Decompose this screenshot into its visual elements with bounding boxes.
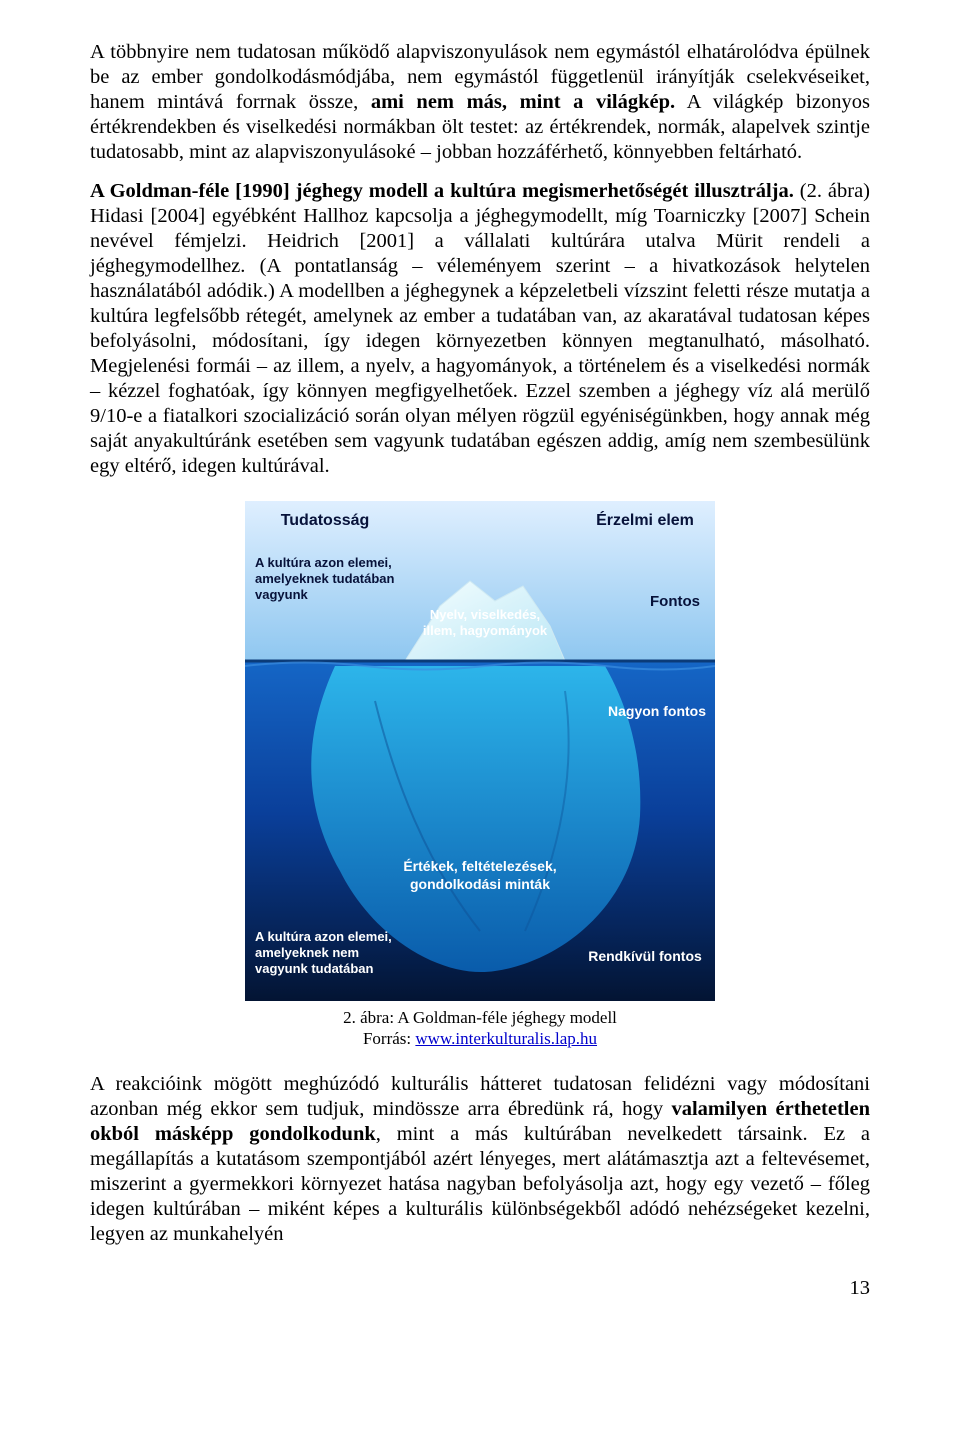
paragraph-3: A reakcióink mögött meghúzódó kulturális… <box>90 1072 870 1247</box>
caption-source-prefix: Forrás: <box>363 1029 415 1048</box>
figure-caption: 2. ábra: A Goldman-féle jéghegy modell F… <box>90 1007 870 1050</box>
svg-text:amelyeknek nem: amelyeknek nem <box>255 945 359 960</box>
label-tip: Nyelv, viselkedés, illem, hagyományok <box>423 607 548 638</box>
paragraph-2-text-b: (2. ábra) Hidasi [2004] egyébként Hallho… <box>90 180 870 477</box>
label-erzelmi-elem: Érzelmi elem <box>596 510 694 529</box>
page-number: 13 <box>90 1277 870 1300</box>
paragraph-1-text-b: ami nem más, mint a világkép. <box>371 91 675 113</box>
svg-text:A kultúra azon elemei,: A kultúra azon elemei, <box>255 555 392 570</box>
iceberg-figure: Tudatosság Érzelmi elem A kultúra azon e… <box>245 501 715 1001</box>
label-rendkivul-fontos: Rendkívül fontos <box>588 948 702 964</box>
page: A többnyire nem tudatosan működő alapvis… <box>0 0 960 1350</box>
svg-text:vagyunk: vagyunk <box>255 587 309 602</box>
svg-text:amelyeknek tudatában: amelyeknek tudatában <box>255 571 395 586</box>
paragraph-1: A többnyire nem tudatosan működő alapvis… <box>90 40 870 165</box>
svg-text:illem, hagyományok: illem, hagyományok <box>423 623 548 638</box>
caption-line1: 2. ábra: A Goldman-féle jéghegy modell <box>343 1008 617 1027</box>
caption-link[interactable]: www.interkulturalis.lap.hu <box>415 1029 597 1048</box>
paragraph-2-text-a: A Goldman-féle [1990] jéghegy modell a k… <box>90 180 794 202</box>
svg-text:Értékek, feltételezések,: Értékek, feltételezések, <box>403 858 556 874</box>
svg-text:A kultúra azon elemei,: A kultúra azon elemei, <box>255 929 392 944</box>
label-tudatossag: Tudatosság <box>281 512 370 529</box>
svg-text:vagyunk tudatában: vagyunk tudatában <box>255 961 374 976</box>
svg-text:gondolkodási minták: gondolkodási minták <box>410 876 550 892</box>
label-nagyon-fontos: Nagyon fontos <box>608 703 706 719</box>
label-fontos: Fontos <box>650 593 700 610</box>
svg-text:Nyelv, viselkedés,: Nyelv, viselkedés, <box>430 607 540 622</box>
iceberg-svg: Tudatosság Érzelmi elem A kultúra azon e… <box>245 501 715 1001</box>
paragraph-2: A Goldman-féle [1990] jéghegy modell a k… <box>90 179 870 479</box>
